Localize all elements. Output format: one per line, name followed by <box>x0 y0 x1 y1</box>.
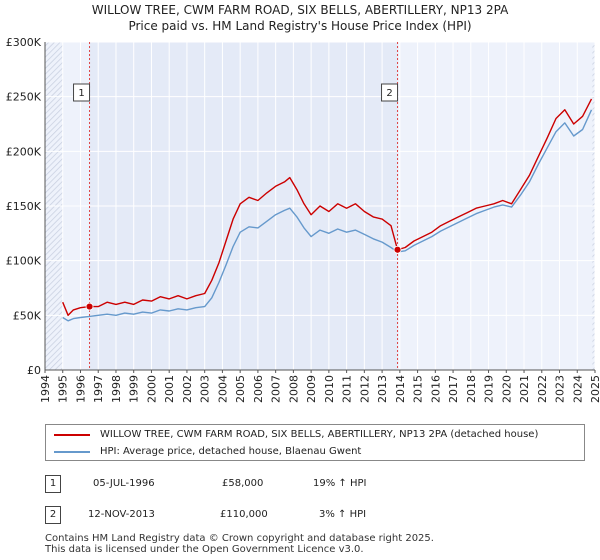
x-tick-label: 1994 <box>39 375 52 403</box>
transaction-point <box>85 302 94 311</box>
price-chart: £0 £50K £100K £150K £200K £250K £300K 1994 1995 1… <box>6 36 600 403</box>
x-tick-label: 2015 <box>412 375 425 403</box>
series-line-hpi <box>62 109 593 322</box>
x-tick-label: 2012 <box>358 375 371 403</box>
x-tick-label: 2006 <box>252 375 265 403</box>
transaction-date: 12-NOV-2013 <box>88 509 155 520</box>
x-tick-label: 1997 <box>92 375 105 403</box>
x-tick-label: 1995 <box>57 375 70 403</box>
footer-copyright: Contains HM Land Registry data © Crown c… <box>45 533 434 544</box>
x-tick-label: 2025 <box>589 375 600 403</box>
transaction-hpi-change: 3% ↑ HPI <box>319 509 367 520</box>
legend-swatch-property <box>54 434 90 436</box>
x-tick-label: 2020 <box>500 375 513 403</box>
x-tick-label: 2013 <box>376 375 389 403</box>
x-tick-label: 1996 <box>74 375 87 403</box>
transaction-hpi-change: 19% ↑ HPI <box>313 478 367 489</box>
x-tick-label: 2008 <box>287 375 300 403</box>
x-tick-label: 2014 <box>394 375 407 403</box>
transaction-label: 1 <box>78 88 84 99</box>
y-tick-label: £150K <box>6 200 42 213</box>
x-tick-label: 2016 <box>429 375 442 403</box>
transaction-point <box>393 245 402 254</box>
transaction-label: 2 <box>386 88 392 99</box>
x-tick-label: 2001 <box>163 375 176 403</box>
transaction-label-box <box>381 83 399 102</box>
x-tick-label: 2024 <box>571 375 584 403</box>
y-tick-label: £0 <box>27 364 41 377</box>
legend-label-property: WILLOW TREE, CWM FARM ROAD, SIX BELLS, A… <box>100 429 539 440</box>
footer-licence: This data is licensed under the Open Gov… <box>45 544 364 555</box>
y-tick-label: £300K <box>6 36 42 49</box>
legend: WILLOW TREE, CWM FARM ROAD, SIX BELLS, A… <box>45 424 585 461</box>
x-tick-label: 2002 <box>181 375 194 403</box>
x-tick-label: 2011 <box>341 375 354 403</box>
transaction-price: £58,000 <box>222 478 264 489</box>
x-tick-label: 2019 <box>483 375 496 403</box>
transaction-date: 05-JUL-1996 <box>93 478 155 489</box>
x-tick-label: 2007 <box>270 375 283 403</box>
y-tick-label: £200K <box>6 145 42 158</box>
x-tick-label: 2004 <box>216 375 229 403</box>
transaction-marker: 2 <box>45 506 61 524</box>
transaction-price: £110,000 <box>220 509 268 520</box>
x-tick-label: 2018 <box>465 375 478 403</box>
x-tick-label: 2017 <box>447 375 460 403</box>
y-tick-label: £50K <box>13 309 42 322</box>
y-tick-label: £100K <box>6 255 42 268</box>
x-tick-label: 2023 <box>554 375 567 403</box>
legend-label-hpi: HPI: Average price, detached house, Blae… <box>100 446 362 457</box>
x-tick-label: 2010 <box>323 375 336 403</box>
x-tick-label: 2021 <box>518 375 531 403</box>
chart-subtitle: Price paid vs. HM Land Registry's House … <box>128 19 472 33</box>
transaction-marker: 1 <box>45 475 61 493</box>
x-tick-label: 2000 <box>145 375 158 403</box>
x-tick-label: 2022 <box>536 375 549 403</box>
x-tick-label: 1998 <box>110 375 123 403</box>
x-tick-label: 2009 <box>305 375 318 403</box>
series-line-property <box>62 98 593 316</box>
x-tick-label: 1999 <box>128 375 141 403</box>
chart-title: WILLOW TREE, CWM FARM ROAD, SIX BELLS, A… <box>91 3 509 17</box>
y-tick-label: £250K <box>6 91 42 104</box>
x-tick-label: 2003 <box>199 375 212 403</box>
transaction-label-box <box>73 83 91 102</box>
x-tick-label: 2005 <box>234 375 247 403</box>
legend-swatch-hpi <box>54 451 90 453</box>
